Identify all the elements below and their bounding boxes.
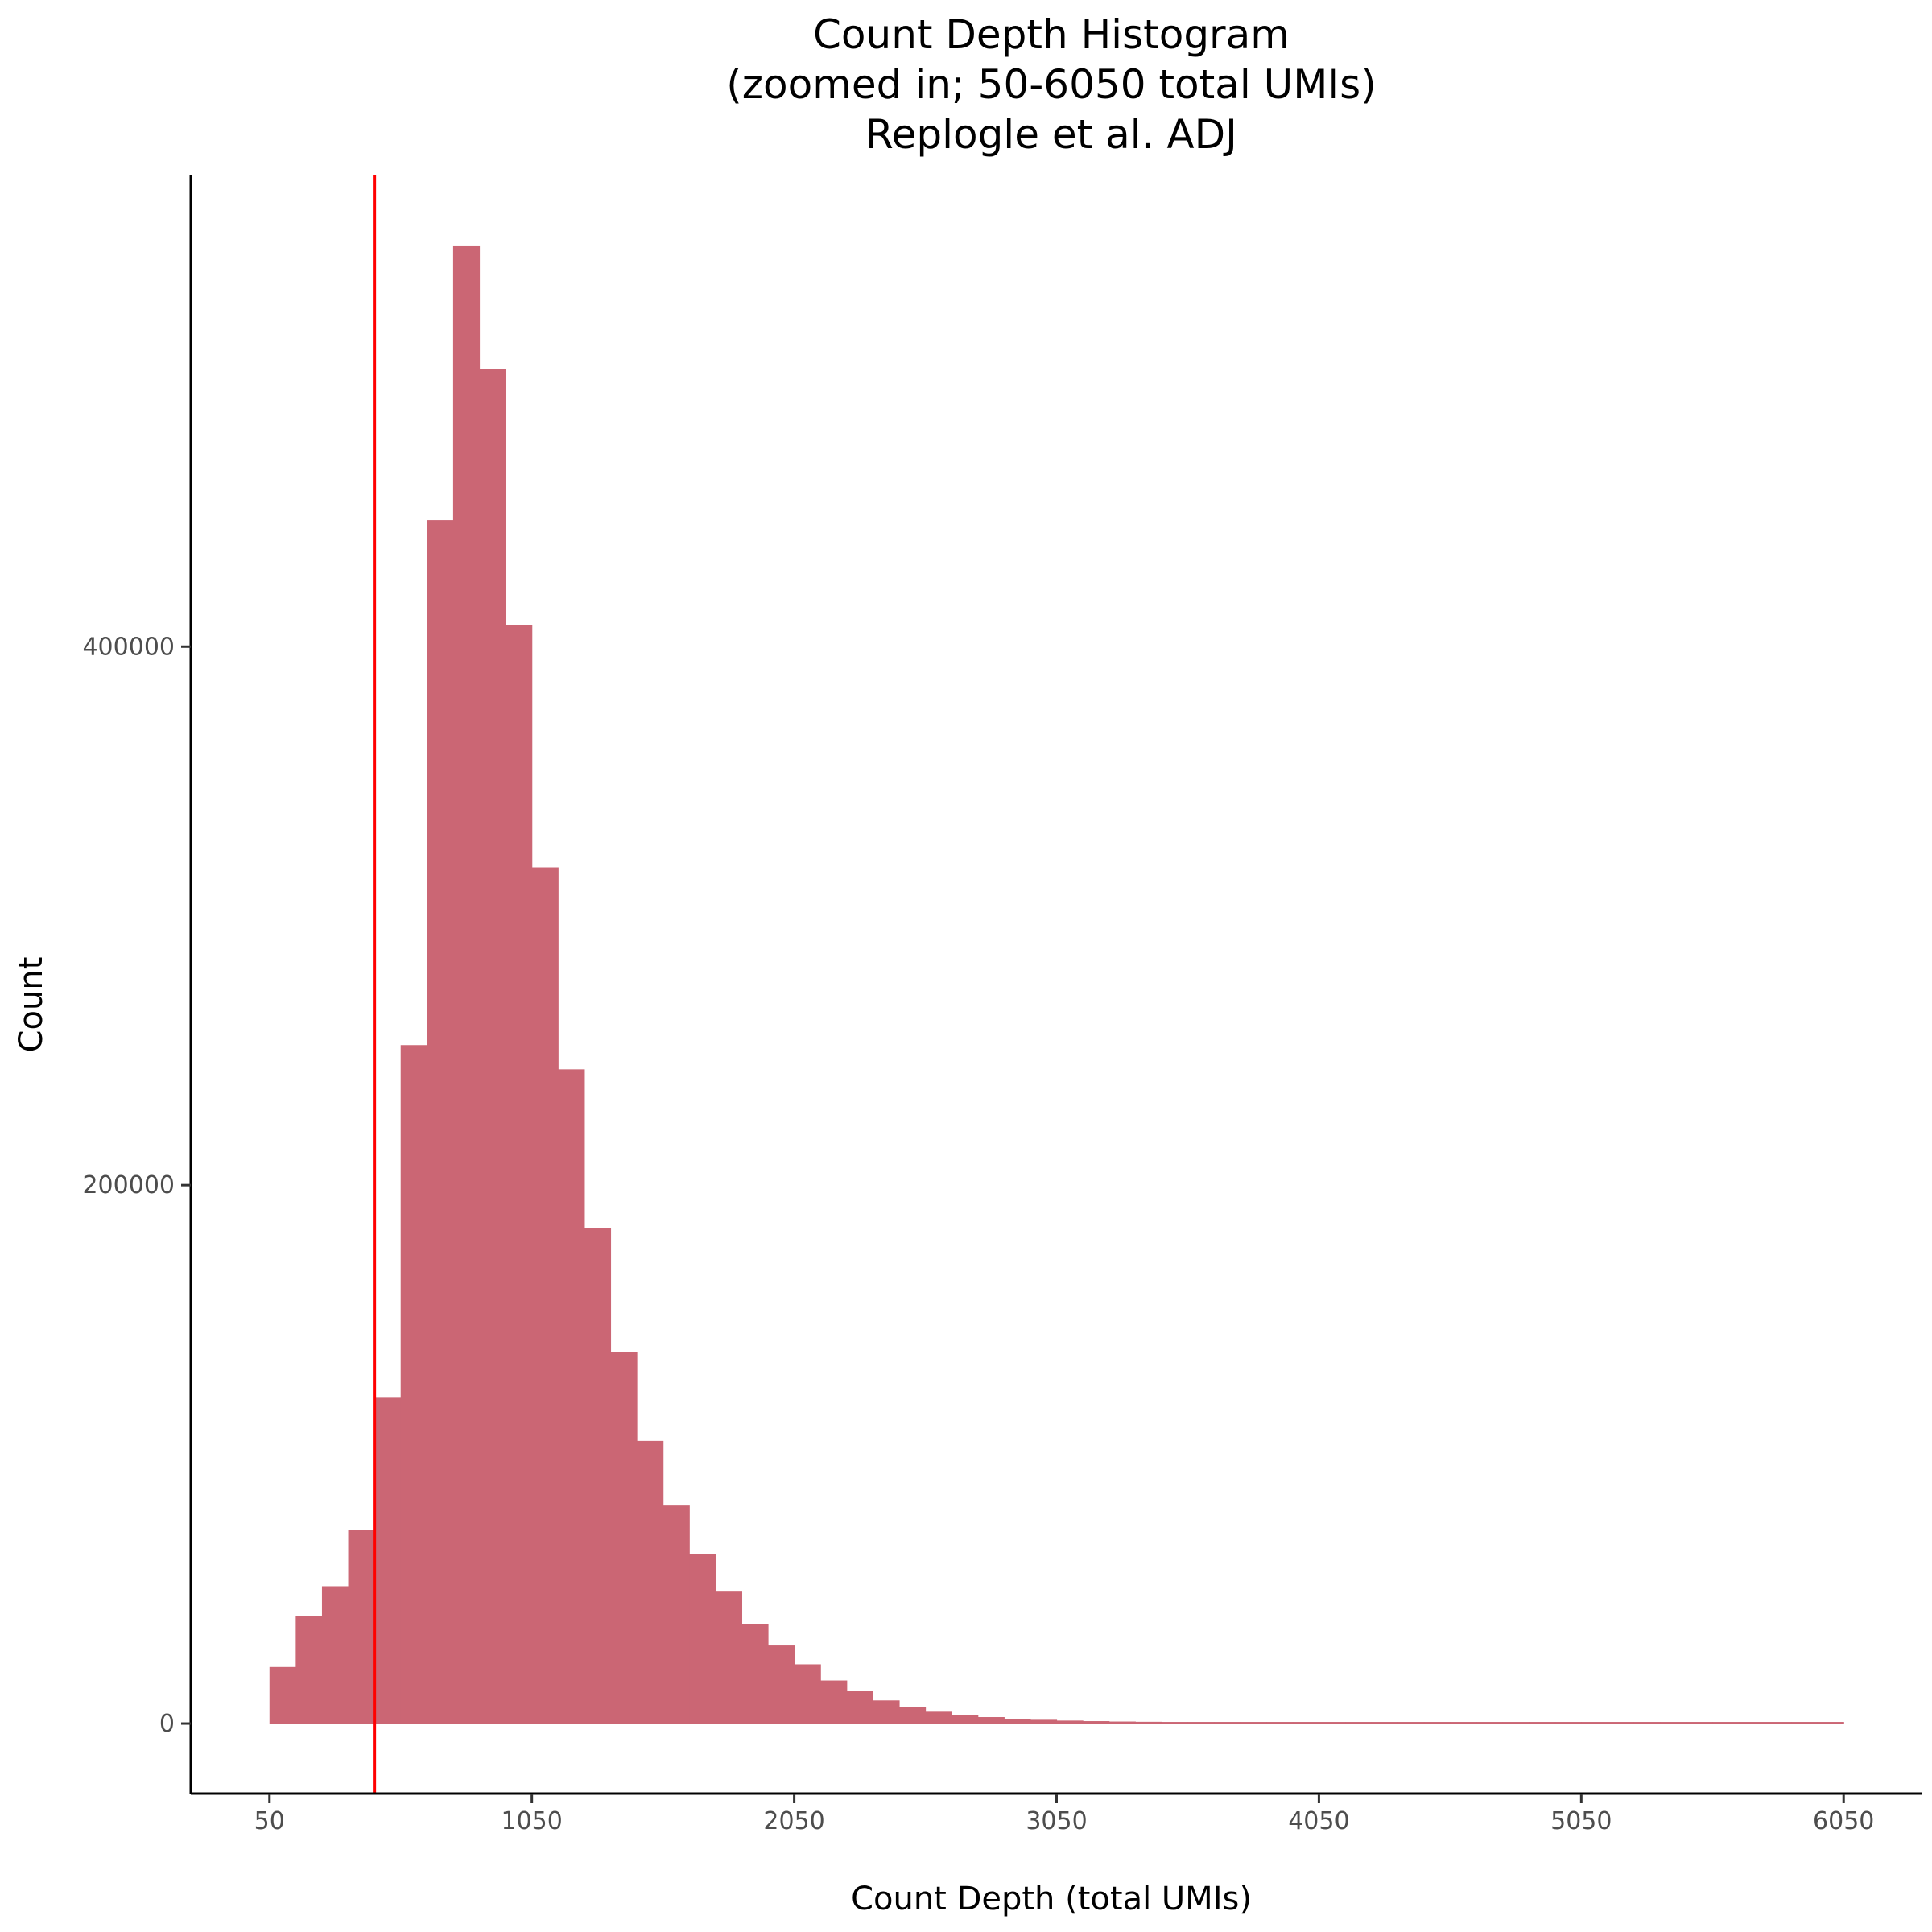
histogram-bar bbox=[1240, 1722, 1267, 1724]
histogram-bar bbox=[925, 1711, 952, 1724]
histogram-bar bbox=[584, 1228, 612, 1724]
histogram-bar bbox=[1319, 1722, 1346, 1724]
histogram-bar bbox=[741, 1624, 769, 1724]
histogram-bar bbox=[452, 245, 481, 1724]
histogram-bar bbox=[820, 1680, 848, 1724]
histogram-bar bbox=[1004, 1719, 1031, 1724]
y-tick-label: 200000 bbox=[82, 1171, 175, 1199]
x-tick-label: 50 bbox=[254, 1807, 285, 1835]
histogram-bar bbox=[1108, 1721, 1136, 1724]
histogram-bar bbox=[1371, 1722, 1398, 1724]
histogram-bar bbox=[768, 1645, 795, 1724]
x-tick-label: 3050 bbox=[1026, 1807, 1087, 1835]
x-axis-ticks: 50 1050 2050 3050 4050 5050 6050 bbox=[254, 1794, 1874, 1835]
x-tick-label: 1050 bbox=[502, 1807, 563, 1835]
histogram-bar bbox=[1554, 1722, 1582, 1724]
histogram-bar bbox=[1581, 1722, 1608, 1724]
histogram-bar bbox=[1397, 1722, 1425, 1724]
histogram-bar bbox=[1791, 1722, 1818, 1724]
histogram-bar bbox=[321, 1586, 349, 1724]
histogram-bar bbox=[1266, 1722, 1294, 1724]
histogram-bar bbox=[1686, 1722, 1713, 1724]
histogram-bar bbox=[1083, 1721, 1110, 1724]
histogram-bar bbox=[1030, 1719, 1058, 1724]
histogram-bar bbox=[873, 1700, 900, 1724]
y-axis-title: Count bbox=[13, 957, 50, 1053]
x-tick-label: 2050 bbox=[763, 1807, 824, 1835]
histogram-bar bbox=[348, 1530, 375, 1724]
histogram-bar bbox=[1660, 1722, 1687, 1724]
histogram-bar bbox=[1450, 1722, 1477, 1724]
histogram-bar bbox=[1502, 1722, 1530, 1724]
histogram-bar bbox=[663, 1505, 690, 1724]
histogram-bar bbox=[374, 1397, 402, 1724]
y-tick-label: 400000 bbox=[82, 633, 175, 661]
y-tick-label: 0 bbox=[159, 1710, 175, 1738]
x-tick-label: 5050 bbox=[1550, 1807, 1612, 1835]
histogram-bar bbox=[1056, 1720, 1084, 1724]
histogram-bar bbox=[427, 520, 454, 1724]
histogram-bar bbox=[1738, 1722, 1766, 1724]
histogram-bar bbox=[794, 1664, 821, 1724]
histogram-bar bbox=[637, 1440, 664, 1724]
x-tick-label: 6050 bbox=[1813, 1807, 1874, 1835]
histogram-bar bbox=[1712, 1722, 1740, 1724]
histogram-bar bbox=[506, 625, 533, 1724]
histogram-bar bbox=[1423, 1722, 1451, 1724]
chart-title: Count Depth Histogram (zoomed in; 50-605… bbox=[726, 11, 1376, 158]
title-line-2: (zoomed in; 50-6050 total UMIs) bbox=[726, 61, 1376, 108]
histogram-bar bbox=[479, 369, 506, 1724]
histogram-bar bbox=[689, 1554, 716, 1724]
histogram-bar bbox=[846, 1690, 873, 1724]
histogram-bar bbox=[400, 1045, 427, 1724]
histogram-bar bbox=[1765, 1722, 1792, 1724]
histogram-bar bbox=[952, 1715, 979, 1724]
histogram-bar bbox=[977, 1717, 1005, 1724]
histogram-bar bbox=[1135, 1721, 1162, 1724]
histogram-bar bbox=[269, 1666, 296, 1724]
title-line-3: Replogle et al. ADJ bbox=[865, 111, 1237, 158]
x-tick-label: 4050 bbox=[1288, 1807, 1349, 1835]
histogram-bar bbox=[1214, 1722, 1241, 1724]
histogram-bar bbox=[1817, 1722, 1844, 1724]
histogram-bar bbox=[1633, 1722, 1661, 1724]
histogram-bar bbox=[898, 1707, 927, 1724]
histogram-bar bbox=[715, 1591, 743, 1724]
histogram-bar bbox=[1161, 1722, 1189, 1724]
histogram-bar bbox=[1529, 1722, 1556, 1724]
histogram-bar bbox=[1187, 1722, 1215, 1724]
histogram-bar bbox=[1476, 1722, 1504, 1724]
histogram-bars bbox=[269, 245, 1844, 1724]
histogram-bar bbox=[1607, 1722, 1635, 1724]
histogram-bar bbox=[1292, 1722, 1320, 1724]
histogram-bar bbox=[531, 867, 559, 1724]
x-axis-title: Count Depth (total UMIs) bbox=[851, 1880, 1252, 1918]
histogram-bar bbox=[1345, 1722, 1373, 1724]
histogram-bar bbox=[295, 1616, 323, 1724]
histogram-bar bbox=[558, 1069, 585, 1724]
y-axis-ticks: 0 200000 400000 bbox=[82, 633, 191, 1738]
title-line-1: Count Depth Histogram bbox=[813, 11, 1290, 58]
histogram-bar bbox=[610, 1352, 638, 1724]
